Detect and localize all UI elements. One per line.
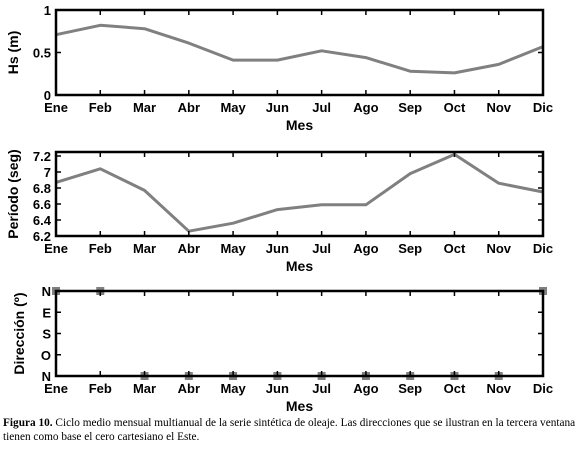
- x-tick-label: Jun: [266, 241, 289, 256]
- caption-label: Figura 10.: [3, 417, 53, 429]
- x-tick-label: Ago: [353, 100, 378, 115]
- series-line: [55, 152, 544, 233]
- y-tick-label: 7: [44, 165, 51, 180]
- x-tick-label: Mar: [133, 381, 156, 396]
- y-tick-label: 6.8: [33, 181, 51, 196]
- x-tick-label: Abr: [178, 381, 200, 396]
- x-tick-label: Jun: [266, 381, 289, 396]
- x-tick-label: Nov: [486, 381, 511, 396]
- y-axis-label: Período (seg): [5, 149, 21, 238]
- x-tick-label: Dic: [533, 100, 553, 115]
- x-tick-label: Jun: [266, 100, 289, 115]
- x-tick-label: Sep: [398, 241, 422, 256]
- x-tick-label: Feb: [89, 381, 112, 396]
- panel-periodo: Ene Feb Mar Abr May Jun Jul Ago Sep Oct Nov Dic6.26…: [5, 149, 553, 274]
- x-tick-label: Jul: [312, 381, 331, 396]
- x-axis-label: Mes: [286, 398, 313, 414]
- caption-text: Ciclo medio mensual multianual de la ser…: [3, 417, 576, 443]
- x-tick-label: Ene: [44, 100, 68, 115]
- plot-frame: [54, 8, 545, 97]
- x-tick-label: Ene: [44, 381, 68, 396]
- x-axis-label: Mes: [286, 117, 313, 133]
- x-tick-label: Nov: [486, 241, 511, 256]
- x-tick-label: Dic: [533, 381, 553, 396]
- y-tick-label: 1: [44, 3, 51, 18]
- x-tick-label: Ene: [44, 241, 68, 256]
- x-tick-label: Mar: [133, 100, 156, 115]
- x-tick-label: Mar: [133, 241, 156, 256]
- figure-caption: Figura 10. Ciclo medio mensual multianua…: [3, 416, 577, 444]
- x-tick-label: Ago: [353, 381, 378, 396]
- x-tick-label: Dic: [533, 241, 553, 256]
- y-tick-label: S: [42, 327, 51, 342]
- x-tick-label: Abr: [178, 241, 200, 256]
- y-tick-label: N: [42, 284, 51, 299]
- y-tick-label: 0.5: [33, 46, 51, 61]
- y-tick-label: 6.6: [33, 197, 51, 212]
- x-axis-label: Mes: [286, 258, 313, 274]
- x-tick-label: Oct: [444, 100, 466, 115]
- y-tick-label: 0: [44, 88, 51, 103]
- plot-frame: [54, 289, 545, 378]
- y-tick-label: N: [42, 369, 51, 384]
- figure: Ene Feb Mar Abr May Jun Jul Ago Sep Oct Nov Dic 0 0.5…: [5, 3, 553, 414]
- x-tick-label: Sep: [398, 381, 422, 396]
- x-tick-label: Jul: [312, 100, 331, 115]
- x-tick-label: Abr: [178, 100, 200, 115]
- x-tick-label: May: [220, 241, 246, 256]
- x-tick-label: Ago: [353, 241, 378, 256]
- x-tick-label: Oct: [444, 381, 466, 396]
- panel-hs: Ene Feb Mar Abr May Jun Jul Ago Sep Oct Nov Dic 0 0.5…: [5, 3, 553, 133]
- series-line: [55, 23, 544, 75]
- panel-direccion: Ene Feb Mar Abr May Jun Jul Ago Sep Oct Nov DicNOSE…: [11, 284, 553, 414]
- y-tick-label: 6.2: [33, 229, 51, 244]
- y-tick-label: O: [41, 348, 51, 363]
- x-tick-label: May: [220, 381, 246, 396]
- y-axis-label: Hs (m): [5, 31, 21, 75]
- y-tick-label: 7.2: [33, 149, 51, 164]
- x-tick-label: Sep: [398, 100, 422, 115]
- x-tick-label: Feb: [89, 100, 112, 115]
- x-tick-label: Feb: [89, 241, 112, 256]
- y-axis-label: Dirección (º): [11, 292, 27, 374]
- x-tick-label: Nov: [486, 100, 511, 115]
- y-tick-label: 6.4: [33, 213, 52, 228]
- x-tick-label: Jul: [312, 241, 331, 256]
- plot-frame: [54, 150, 545, 238]
- y-tick-label: E: [42, 305, 51, 320]
- x-tick-label: May: [220, 100, 246, 115]
- x-tick-label: Oct: [444, 241, 466, 256]
